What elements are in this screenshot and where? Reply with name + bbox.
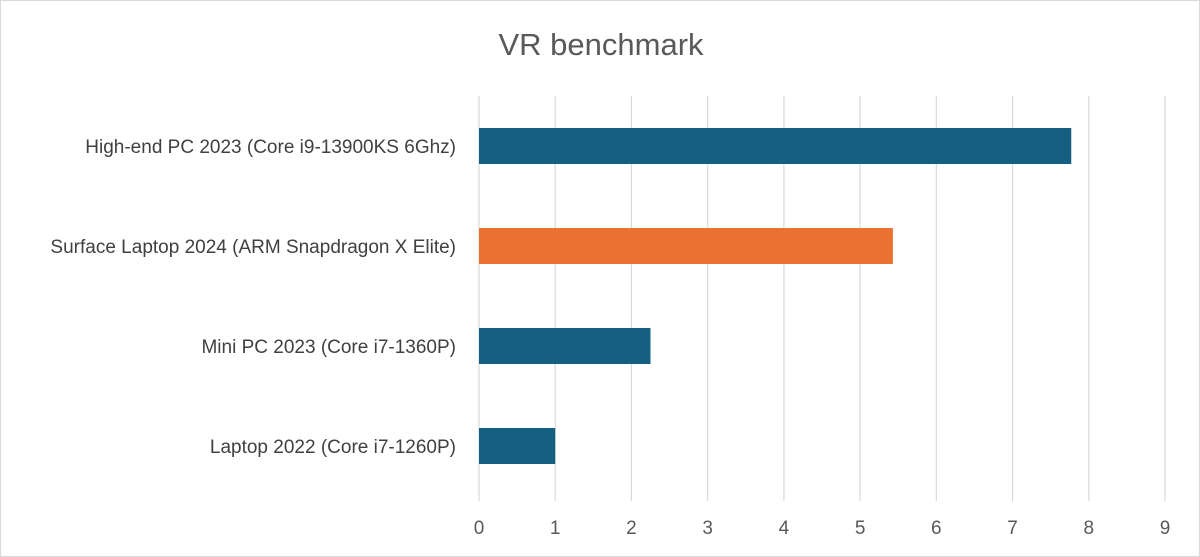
x-tick-label-3: 3 [702, 518, 713, 539]
category-label-2: Surface Laptop 2024 (ARM Snapdragon X El… [50, 237, 456, 258]
category-labels: High-end PC 2023 (Core i9-13900KS 6Ghz) S… [50, 137, 456, 458]
x-tick-label-5: 5 [855, 518, 866, 539]
x-axis-tick-labels: 0 1 2 3 4 5 6 7 8 9 [474, 518, 1171, 539]
bar-2 [479, 228, 893, 264]
bar-3 [479, 328, 651, 364]
x-tick-label-0: 0 [474, 518, 485, 539]
bar-1 [479, 128, 1072, 164]
x-tick-label-9: 9 [1160, 518, 1171, 539]
chart-title: VR benchmark [498, 27, 704, 62]
x-tick-label-8: 8 [1083, 518, 1094, 539]
x-tick-label-7: 7 [1007, 518, 1018, 539]
x-tick-label-6: 6 [931, 518, 942, 539]
x-tick-label-1: 1 [550, 518, 561, 539]
category-label-3: Mini PC 2023 (Core i7-1360P) [201, 337, 456, 358]
bar-4 [479, 428, 556, 464]
bars [479, 128, 1072, 464]
x-tick-label-2: 2 [626, 518, 637, 539]
category-label-4: Laptop 2022 (Core i7-1260P) [210, 437, 456, 458]
x-tick-label-4: 4 [779, 518, 790, 539]
category-label-1: High-end PC 2023 (Core i9-13900KS 6Ghz) [85, 137, 456, 158]
